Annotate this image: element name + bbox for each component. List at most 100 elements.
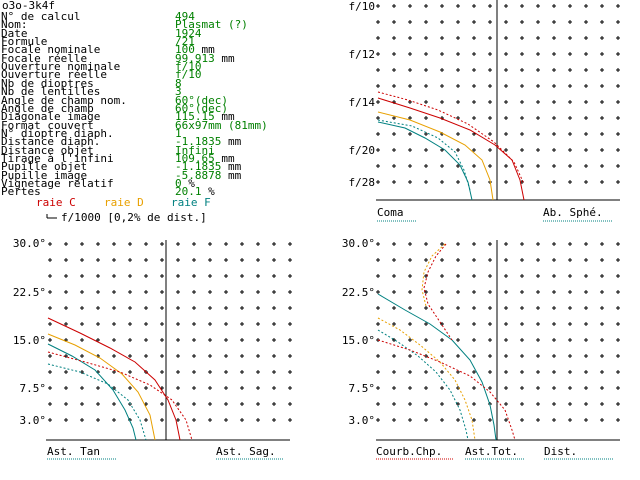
spec-value: 494 xyxy=(175,10,195,23)
spec-unit: mm xyxy=(214,151,235,165)
coma-label: Coma xyxy=(377,206,404,219)
spec-unit: mm xyxy=(214,51,235,65)
astig-tan-D xyxy=(47,333,156,441)
astig-sag-F xyxy=(47,363,147,441)
spec-row: Vignetage relatif 0 % xyxy=(0,177,330,190)
spec-value: 109.65 mm xyxy=(175,151,235,165)
spec-value: f/10 xyxy=(175,60,202,74)
spec-label: Angle de champ nom. xyxy=(1,93,127,107)
legend-raie-d: raie D xyxy=(104,196,144,209)
legend-raie-f: raie F xyxy=(171,196,211,209)
spec-label: Focale nominale xyxy=(1,43,101,57)
astig-sag-C xyxy=(47,351,193,441)
spec-value: Plasmat (?) xyxy=(175,18,248,32)
spec-label: Diagonale image xyxy=(1,110,101,124)
spec-value: -5.8878 mm xyxy=(175,168,242,182)
spec-value: 8 xyxy=(175,76,182,90)
spec-label: Formule xyxy=(1,35,48,49)
field-y-tick: 3.0° xyxy=(349,414,376,427)
spec-row: Format couvert 66x97mm (81mm) xyxy=(0,118,330,132)
spec-label: Nb de dioptres xyxy=(1,76,94,90)
spec-value: 1924 xyxy=(175,26,202,40)
spec-label: N° dioptre diaph. xyxy=(1,126,114,140)
field-y-tick: 7.5° xyxy=(349,382,376,395)
window-title: o3o-3k4f xyxy=(2,0,55,12)
field-curv-F xyxy=(377,293,497,441)
spec-label: N° de calcul xyxy=(1,10,81,23)
spec-value: -1.1835 mm xyxy=(175,135,242,149)
spec-row: Pertes 20.1 % xyxy=(0,185,330,199)
distortion-label: Dist. xyxy=(544,445,577,458)
spec-table: N° de calcul 494 Nom: Plasmat (?) Date 1924 Fo… xyxy=(0,0,330,200)
spec-label: Ouverture nominale xyxy=(1,60,121,74)
spec-label: Vignetage relatif xyxy=(1,177,114,190)
field-ast-D xyxy=(377,317,476,441)
spec-value: 0 % xyxy=(175,177,195,190)
spec-value: 100 mm xyxy=(175,43,215,57)
coma-y-tick: f/14 xyxy=(349,96,376,109)
scale-note: f/1000 [0,2% de dist.] xyxy=(61,211,207,224)
spec-label: Distance objet xyxy=(1,143,94,157)
spec-row: Ouverture nominale f/10 xyxy=(0,60,330,74)
spec-row: Date 1924 xyxy=(0,26,330,40)
spec-unit: mm xyxy=(194,43,215,57)
spec-value: Infini xyxy=(175,143,215,157)
spec-unit: mm xyxy=(221,160,242,174)
astig-tan-C xyxy=(47,317,181,441)
spec-row: Ouverture réelle f/10 xyxy=(0,68,330,82)
spec-row: Angle de champ nom. 60°(dec) xyxy=(0,93,330,107)
spherical-aberration-label: Ab. Sphé. xyxy=(543,206,603,219)
coma-dashed-F xyxy=(377,119,471,191)
field-ast-F xyxy=(377,329,469,441)
field-ast-C xyxy=(377,339,516,441)
coma-curve-C xyxy=(377,97,525,201)
spec-label: Tirage à l'infini xyxy=(1,151,114,165)
coma-y-tick: f/20 xyxy=(349,144,376,157)
spec-value: -1.1835 mm xyxy=(175,160,242,174)
spec-value: 60°(dec) xyxy=(175,93,228,107)
spec-row: Focale nominale 100 mm xyxy=(0,43,330,57)
spec-label: Nb de lentilles xyxy=(1,85,101,99)
spec-label: Format couvert xyxy=(1,118,94,132)
spec-value: 1 xyxy=(175,126,182,140)
astig-y-tick: 7.5° xyxy=(20,382,47,395)
spec-value: 60°(dec) xyxy=(175,101,228,115)
spec-unit: % xyxy=(201,185,215,199)
spec-value: 20.1 % xyxy=(175,185,215,199)
coma-y-tick: f/28 xyxy=(349,176,376,189)
spec-row: Diagonale image 115.15 mm xyxy=(0,110,330,124)
astig-tan-label: Ast. Tan xyxy=(47,445,100,458)
field-curv-top-C xyxy=(423,243,453,341)
spec-row: Formule/21 xyxy=(0,35,330,49)
spec-value: 3 xyxy=(175,85,182,99)
spec-unit: % xyxy=(181,177,195,190)
astig-y-tick: 22.5° xyxy=(13,286,46,299)
field-curvature-label: Courb.Chp. xyxy=(376,445,442,458)
spec-value: 66x97mm (81mm) xyxy=(175,118,268,132)
spec-label: Pupille objet xyxy=(1,160,88,174)
astig-y-tick: 3.0° xyxy=(20,414,47,427)
spec-unit: mm xyxy=(221,135,242,149)
spec-row: Tirage à l'infini 109.65 mm xyxy=(0,151,330,165)
spec-row: Distance diaph. -1.1835 mm xyxy=(0,135,330,149)
spec-label: Date xyxy=(1,26,28,40)
spec-value: 99.913 mm xyxy=(175,51,235,65)
spec-label: Distance diaph. xyxy=(1,135,101,149)
spec-row: Pupille objet -1.1835 mm xyxy=(0,160,330,174)
spec-value: 115.15 mm xyxy=(175,110,235,124)
astig-tan-F xyxy=(47,343,137,441)
spec-label: Angle de champ xyxy=(1,101,94,115)
coma-curve-D xyxy=(377,111,494,201)
field-y-tick: 22.5° xyxy=(342,286,375,299)
spec-label: Focale réelle xyxy=(1,51,88,65)
spec-value: /21 xyxy=(175,35,195,49)
astig-sag-label: Ast. Sag. xyxy=(216,445,276,458)
spec-unit: mm xyxy=(221,168,242,182)
spec-label: Pupille image xyxy=(1,168,88,182)
spec-value: f/10 xyxy=(175,68,202,82)
spec-label: Ouverture réelle xyxy=(1,68,107,82)
spec-row: N° dioptre diaph. 1 xyxy=(0,126,330,140)
spec-row: Nb de dioptres 8 xyxy=(0,76,330,90)
spec-row: N° de calcul 494 xyxy=(0,10,330,23)
